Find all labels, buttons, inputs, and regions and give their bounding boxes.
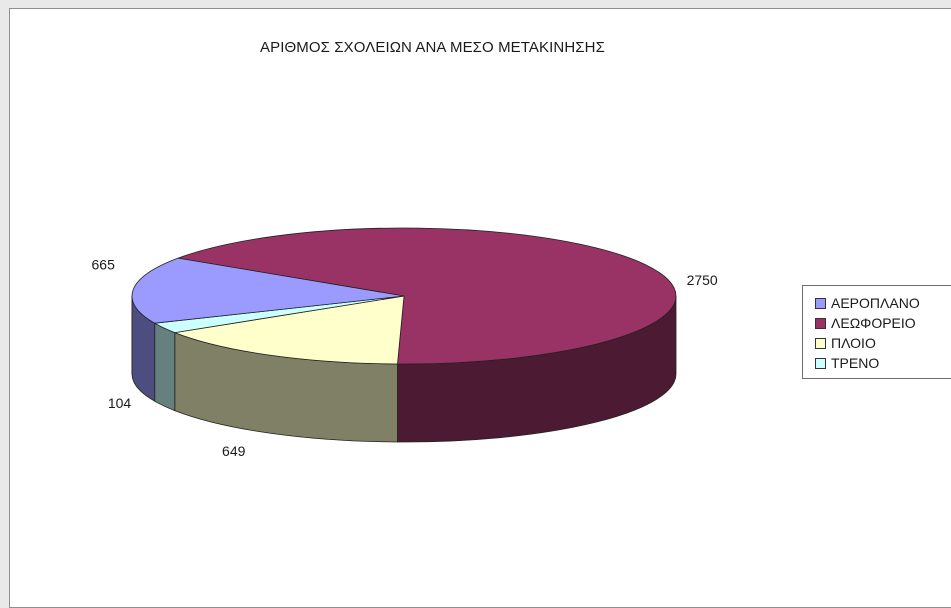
- legend-label-treno: ΤΡΕΝΟ: [831, 355, 880, 371]
- legend-label-leoforeio: ΛΕΩΦΟΡΕΙΟ: [831, 315, 916, 331]
- legend-item-aeroplano: ΑΕΡΟΠΛΑΝΟ: [815, 293, 951, 313]
- legend-swatch-ploio: [815, 337, 826, 349]
- legend: ΑΕΡΟΠΛΑΝΟ ΛΕΩΦΟΡΕΙΟ ΠΛΟΙΟ ΤΡΕΝΟ: [802, 285, 951, 379]
- legend-label-aeroplano: ΑΕΡΟΠΛΑΝΟ: [831, 295, 920, 311]
- pie-chart: 2750 649 104 665: [92, 227, 718, 459]
- pie-slice-aeroplano: [131, 257, 405, 324]
- chart-title: ΑΡΙΘΜΟΣ ΣΧΟΛΕΙΩΝ ΑΝΑ ΜΕΣΟ ΜΕΤΑΚΙΝΗΣΗΣ: [260, 39, 605, 56]
- legend-item-treno: ΤΡΕΝΟ: [815, 353, 951, 373]
- data-label-aeroplano: 665: [92, 257, 116, 273]
- legend-item-ploio: ΠΛΟΙΟ: [815, 333, 951, 353]
- data-label-leoforeio: 2750: [687, 272, 718, 288]
- pie-side-treno: [154, 322, 176, 412]
- pie-sides: [131, 295, 677, 443]
- legend-swatch-aeroplano: [815, 297, 826, 309]
- legend-item-leoforeio: ΛΕΩΦΟΡΕΙΟ: [815, 313, 951, 333]
- pie-top-slices: [131, 227, 677, 365]
- legend-swatch-treno: [815, 357, 826, 369]
- pie-slice-leoforeio: [176, 227, 677, 365]
- legend-label-ploio: ΠΛΟΙΟ: [831, 335, 876, 351]
- pie-data-labels: 2750 649 104 665: [92, 257, 718, 459]
- legend-swatch-leoforeio: [815, 317, 826, 329]
- data-label-treno: 104: [108, 395, 132, 411]
- pie-slice-ploio: [173, 295, 405, 365]
- data-label-ploio: 649: [222, 443, 246, 459]
